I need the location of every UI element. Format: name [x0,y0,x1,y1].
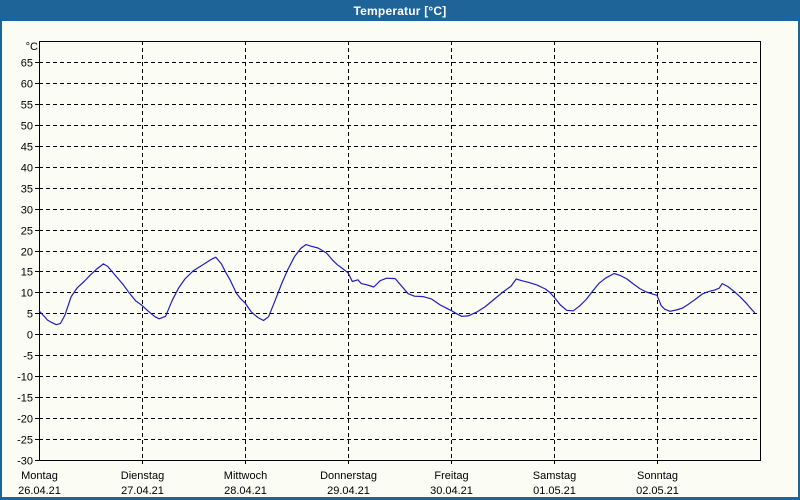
window-border-right [798,0,800,500]
y-axis-tick-label: 10 [21,288,33,300]
x-axis-date-label: 27.04.21 [121,485,164,497]
x-axis-date-label: 02.05.21 [636,485,679,497]
x-axis-day-label: Mittwoch [224,470,267,482]
y-axis-tick-label: 15 [21,267,33,279]
x-axis-date-label: 01.05.21 [533,485,576,497]
x-axis-day-label: Donnerstag [320,470,377,482]
y-axis-tick-label: -10 [17,372,33,384]
y-axis-tick-label: 35 [21,184,33,196]
x-axis-day-label: Montag [21,470,58,482]
window-title: Temperatur [°C] [353,4,447,18]
y-axis-unit-label: °C [26,41,38,53]
y-axis-tick-label: 25 [21,226,33,238]
x-axis-day-label: Dienstag [121,470,164,482]
x-axis-day-label: Sonntag [637,470,678,482]
y-axis-tick-label: 45 [21,142,33,154]
y-axis-tick-label: 30 [21,205,33,217]
y-axis-tick-label: -15 [17,393,33,405]
y-axis-tick-label: 55 [21,100,33,112]
title-bar: Temperatur [°C] [0,0,800,21]
x-axis-date-label: 28.04.21 [224,485,267,497]
x-axis-date-label: 26.04.21 [18,485,61,497]
y-axis-tick-label: -20 [17,414,33,426]
window-border-bottom [0,497,800,500]
window-border-left [0,0,2,500]
y-axis-tick-label: 0 [27,330,33,342]
y-axis-tick-label: 20 [21,247,33,259]
y-axis-tick-label: -30 [17,456,33,468]
y-axis-tick-label: 40 [21,163,33,175]
temperature-line [38,244,756,326]
y-axis-tick-label: 60 [21,79,33,91]
x-axis-day-label: Freitag [434,470,468,482]
x-axis-date-label: 29.04.21 [327,485,370,497]
plot-border [39,41,761,461]
y-axis-tick-label: -5 [23,351,33,363]
y-axis-tick-label: -25 [17,435,33,447]
y-axis-tick-label: 5 [27,309,33,321]
x-axis-day-label: Samstag [533,470,576,482]
x-axis-date-label: 30.04.21 [430,485,473,497]
y-axis-tick-label: 65 [21,58,33,70]
y-axis-tick-label: 50 [21,121,33,133]
